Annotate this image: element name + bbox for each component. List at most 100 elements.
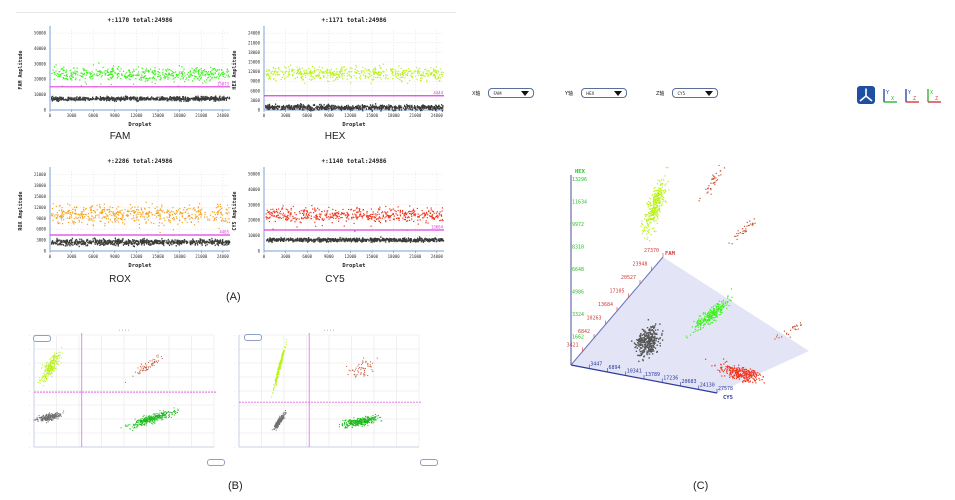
negative-droplet (161, 237, 163, 240)
positive-droplet (414, 214, 416, 217)
positive-droplet (346, 72, 348, 74)
negative-droplet (179, 97, 181, 100)
positive-droplet (150, 77, 152, 79)
negative-droplet (356, 239, 358, 241)
positive-droplet (72, 220, 74, 222)
positive-droplet (432, 75, 434, 77)
positive-droplet (191, 67, 193, 69)
positive-droplet (269, 216, 271, 218)
negative-droplet (276, 107, 278, 109)
negative-droplet (214, 100, 217, 102)
positive-droplet (200, 74, 202, 76)
negative-droplet (429, 105, 431, 108)
negative-droplet (268, 107, 270, 109)
positive-droplet (196, 78, 199, 80)
negative-droplet (329, 105, 331, 108)
negative-droplet (356, 107, 358, 110)
positive-droplet (106, 70, 109, 72)
negative-droplet (362, 106, 364, 109)
positive-droplet (411, 212, 414, 214)
positive-droplet (56, 74, 58, 76)
positive-droplet (210, 73, 213, 75)
positive-droplet (215, 70, 217, 72)
positive-droplet (389, 216, 391, 218)
positive-droplet (94, 216, 96, 219)
positive-droplet (55, 217, 57, 219)
positive-droplet (272, 228, 274, 230)
positive-droplet (150, 222, 152, 224)
positive-droplet (141, 67, 143, 70)
negative-droplet (441, 103, 443, 106)
positive-droplet (303, 70, 305, 72)
positive-droplet (433, 73, 435, 76)
positive-droplet (178, 71, 180, 73)
positive-droplet (331, 212, 333, 214)
positive-droplet (408, 216, 410, 218)
positive-droplet (394, 69, 396, 71)
negative-droplet (344, 107, 346, 109)
negative-droplet (292, 108, 294, 110)
negative-droplet (440, 106, 442, 109)
positive-droplet (407, 72, 409, 74)
negative-droplet (76, 243, 78, 246)
negative-droplet (441, 110, 443, 112)
positive-droplet (413, 72, 415, 74)
positive-droplet (274, 212, 276, 214)
positive-droplet (270, 213, 272, 215)
negative-droplet (404, 107, 407, 110)
positive-droplet (433, 218, 435, 220)
negative-droplet (379, 105, 381, 108)
negative-droplet (158, 242, 161, 245)
positive-droplet (178, 219, 181, 221)
negative-droplet (400, 109, 403, 111)
positive-droplet (310, 70, 312, 72)
positive-droplet (290, 209, 292, 211)
positive-droplet (85, 70, 88, 72)
positive-droplet (301, 77, 303, 80)
positive-droplet (200, 78, 202, 80)
positive-droplet (62, 210, 65, 212)
positive-droplet (399, 212, 401, 214)
positive-droplet (65, 78, 67, 80)
negative-droplet (188, 97, 191, 100)
negative-droplet (382, 107, 384, 110)
positive-droplet (197, 210, 199, 212)
positive-droplet (321, 67, 323, 69)
negative-droplet (313, 238, 315, 241)
negative-droplet (396, 240, 398, 243)
positive-droplet (417, 216, 419, 218)
negative-droplet (441, 107, 443, 109)
positive-droplet (117, 214, 119, 216)
y-tick-label: 0 (258, 108, 261, 113)
negative-droplet (173, 96, 175, 98)
negative-droplet (313, 104, 316, 107)
negative-droplet (442, 105, 444, 108)
negative-droplet (128, 244, 130, 247)
positive-droplet (217, 69, 219, 72)
positive-droplet (340, 68, 342, 70)
negative-droplet (71, 241, 73, 243)
positive-droplet (338, 74, 340, 76)
positive-droplet (134, 206, 136, 208)
positive-droplet (216, 216, 218, 219)
positive-droplet (403, 215, 405, 217)
negative-droplet (268, 104, 270, 107)
positive-droplet (168, 216, 170, 218)
negative-droplet (199, 238, 201, 240)
negative-droplet (393, 239, 395, 242)
positive-droplet (313, 76, 315, 79)
negative-droplet (204, 242, 206, 244)
negative-droplet (149, 240, 152, 243)
positive-droplet (154, 74, 156, 76)
positive-droplet (61, 85, 64, 87)
positive-droplet (292, 75, 294, 77)
negative-droplet (94, 243, 96, 245)
positive-droplet (315, 209, 317, 211)
positive-droplet (91, 71, 93, 73)
positive-droplet (137, 206, 139, 208)
positive-droplet (368, 69, 370, 71)
negative-droplet (108, 98, 110, 101)
positive-droplet (265, 213, 267, 215)
positive-droplet (291, 219, 293, 221)
positive-droplet (79, 216, 81, 219)
